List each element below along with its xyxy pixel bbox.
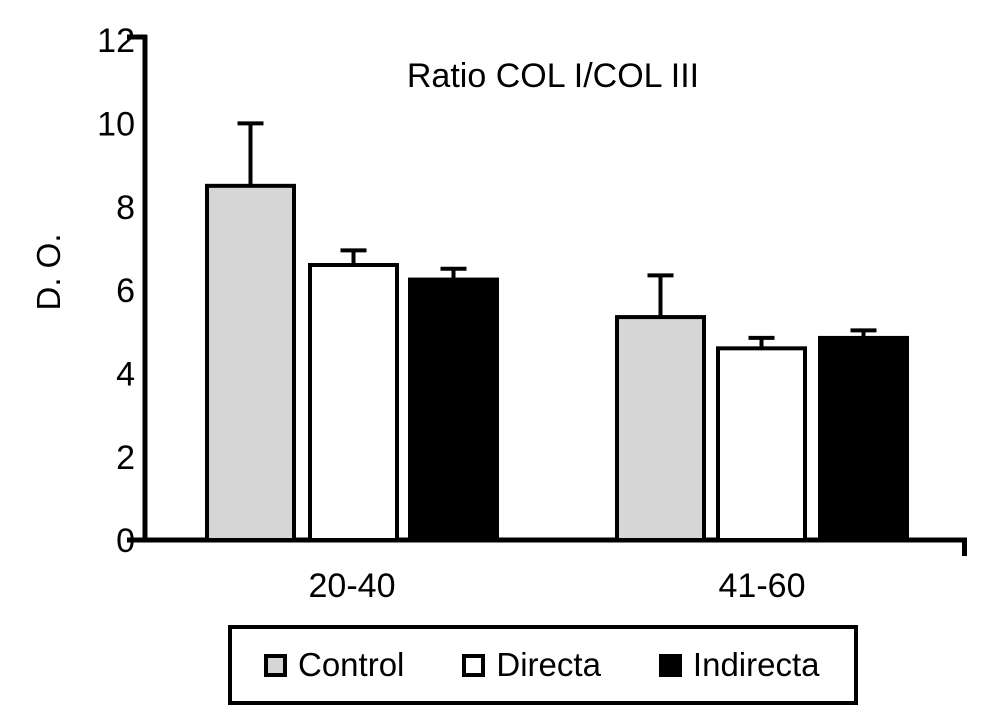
- legend-label-indirecta: Indirecta: [692, 646, 820, 683]
- bar-directa-20-40: [308, 263, 399, 542]
- y-tick-label-6: 6: [116, 272, 135, 310]
- x-category-label-41-60: 41-60: [718, 567, 806, 605]
- bar-control-41-60: [615, 315, 706, 543]
- bar-indirecta-20-40: [408, 277, 499, 542]
- y-tick-label-10: 10: [97, 106, 135, 144]
- legend-label-directa: Directa: [496, 646, 601, 683]
- legend-item-directa: Directa: [462, 646, 601, 684]
- y-tick-label-12: 12: [97, 22, 135, 60]
- chart-title: Ratio COL I/COL III: [406, 57, 700, 95]
- y-tick-label-8: 8: [116, 189, 135, 227]
- y-axis-label: D. O.: [30, 233, 67, 311]
- legend-swatch-directa-icon: [462, 653, 486, 677]
- bar-directa-41-60: [716, 346, 807, 543]
- x-category-label-20-40: 20-40: [308, 567, 396, 605]
- bar-control-20-40: [205, 183, 296, 542]
- legend-swatch-control-icon: [264, 653, 287, 677]
- legend: Control Directa Indirecta: [228, 625, 858, 705]
- legend-item-indirecta: Indirecta: [658, 646, 820, 684]
- legend-label-control: Control: [298, 646, 405, 683]
- y-tick-label-2: 2: [116, 439, 135, 477]
- y-tick-label-4: 4: [116, 356, 135, 394]
- legend-item-control: Control: [264, 646, 404, 684]
- bar-indirecta-41-60: [818, 335, 909, 542]
- y-tick-label-0: 0: [116, 522, 135, 560]
- legend-swatch-indirecta-icon: [658, 653, 682, 677]
